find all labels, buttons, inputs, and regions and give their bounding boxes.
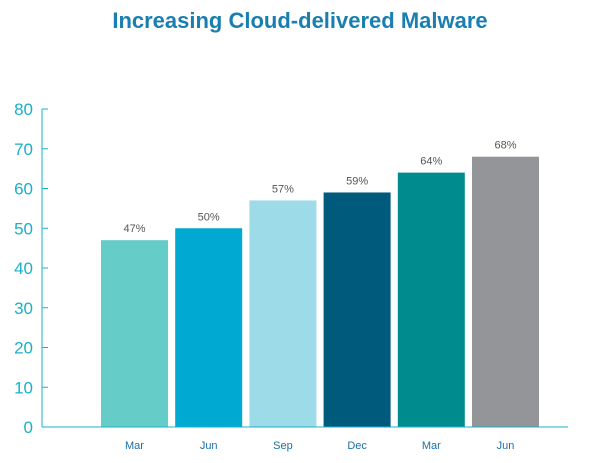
x-tick-label-5: Mar — [422, 440, 441, 452]
y-tick-label: 50 — [14, 219, 33, 238]
chart-title: Increasing Cloud-delivered Malware — [112, 8, 488, 33]
x-tick-label-1: Mar — [125, 440, 144, 452]
x-axis: Mar Jun Sep Dec Mar Jun — [42, 426, 568, 452]
x-tick-label-6: Jun — [497, 440, 515, 452]
y-tick-label: 20 — [14, 339, 33, 358]
data-label-4: 59% — [346, 175, 368, 187]
data-label-6: 68% — [494, 140, 516, 152]
bar-4 — [323, 192, 391, 427]
data-label-5: 64% — [420, 156, 442, 168]
y-tick-label: 30 — [14, 299, 33, 318]
x-tick-label-4: Dec — [347, 440, 367, 452]
bar-6 — [472, 156, 539, 427]
data-label-2: 50% — [198, 211, 220, 223]
y-tick-label: 70 — [14, 140, 33, 159]
bar-1 — [101, 240, 168, 427]
y-tick-label: 0 — [24, 418, 33, 437]
data-label-3: 57% — [272, 183, 294, 195]
x-tick-label-2: Jun — [200, 440, 218, 452]
y-tick-label: 80 — [14, 100, 33, 119]
bar-5 — [397, 172, 465, 427]
data-label-1: 47% — [123, 223, 145, 235]
y-tick-label: 10 — [14, 378, 33, 397]
bars: 47% 50% 57% 59% 64% 68% — [101, 140, 539, 427]
y-tick-label: 40 — [14, 259, 33, 278]
bar-3 — [249, 200, 317, 427]
bar-2 — [175, 228, 243, 427]
x-tick-label-3: Sep — [273, 440, 293, 452]
y-tick-label: 60 — [14, 180, 33, 199]
y-axis: 0 10 20 30 40 50 60 70 80 — [14, 100, 48, 437]
